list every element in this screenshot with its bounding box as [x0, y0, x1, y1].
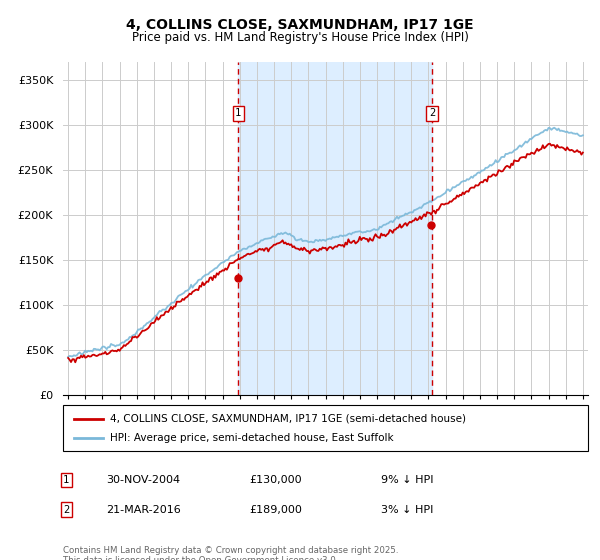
Text: 21-MAR-2016: 21-MAR-2016 [106, 505, 181, 515]
Text: Contains HM Land Registry data © Crown copyright and database right 2025.
This d: Contains HM Land Registry data © Crown c… [63, 546, 398, 560]
Text: £189,000: £189,000 [249, 505, 302, 515]
Text: 1: 1 [235, 108, 241, 118]
Text: 30-NOV-2004: 30-NOV-2004 [106, 475, 181, 485]
Text: HPI: Average price, semi-detached house, East Suffolk: HPI: Average price, semi-detached house,… [110, 433, 394, 443]
Text: 2: 2 [63, 505, 69, 515]
Text: £130,000: £130,000 [249, 475, 302, 485]
Text: 1: 1 [63, 475, 69, 485]
Text: 3% ↓ HPI: 3% ↓ HPI [381, 505, 433, 515]
Text: 4, COLLINS CLOSE, SAXMUNDHAM, IP17 1GE (semi-detached house): 4, COLLINS CLOSE, SAXMUNDHAM, IP17 1GE (… [110, 414, 466, 424]
Text: Price paid vs. HM Land Registry's House Price Index (HPI): Price paid vs. HM Land Registry's House … [131, 31, 469, 44]
Text: 9% ↓ HPI: 9% ↓ HPI [381, 475, 433, 485]
Bar [238, 62, 432, 395]
Text: 2: 2 [429, 108, 435, 118]
Text: 4, COLLINS CLOSE, SAXMUNDHAM, IP17 1GE: 4, COLLINS CLOSE, SAXMUNDHAM, IP17 1GE [126, 18, 474, 32]
